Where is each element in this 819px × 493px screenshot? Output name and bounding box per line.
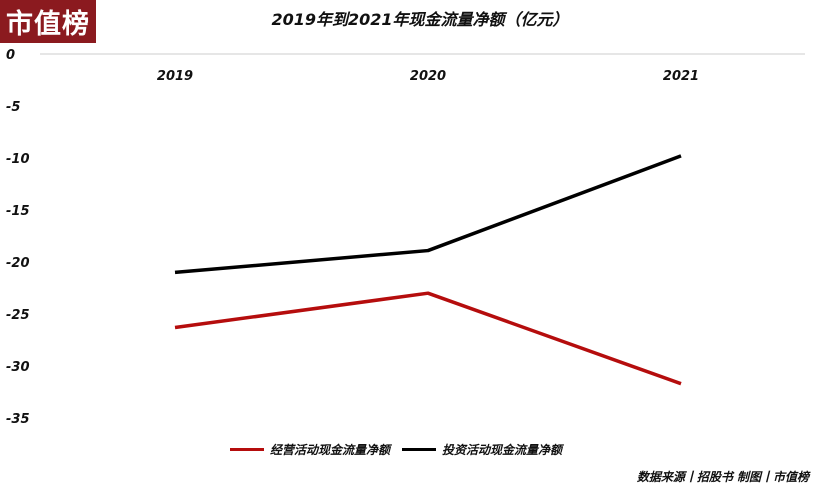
legend-label-operating: 经营活动现金流量净额 xyxy=(270,442,391,457)
legend-item-operating: 经营活动现金流量净额 xyxy=(230,441,390,458)
legend-label-investing: 投资活动现金流量净额 xyxy=(442,442,563,457)
series-line-investing xyxy=(174,154,682,275)
y-tick-label: -5 xyxy=(6,100,20,115)
y-tick-label: -15 xyxy=(6,204,30,219)
y-tick-label: 0 xyxy=(6,48,15,63)
legend-swatch-operating xyxy=(230,447,264,451)
legend-swatch-investing xyxy=(402,447,437,451)
y-tick-label: -20 xyxy=(6,256,30,271)
chart-title: 2019年到2021年现金流量净额（亿元） xyxy=(271,10,569,29)
x-tick-label: 2019 xyxy=(157,69,193,84)
source-note: 数据来源丨招股书 制图丨市值榜 xyxy=(636,470,809,484)
brand-logo: 市值榜 xyxy=(0,0,96,43)
series-line-operating xyxy=(174,291,682,386)
legend-item-investing: 投资活动现金流量净额 xyxy=(402,441,562,458)
y-tick-label: -25 xyxy=(6,308,30,323)
y-tick-label: -35 xyxy=(6,412,30,427)
x-tick-label: 2021 xyxy=(663,69,699,84)
y-tick-label: -10 xyxy=(6,152,30,167)
x-tick-label: 2020 xyxy=(410,69,446,84)
chart-legend: 经营活动现金流量净额 投资活动现金流量净额 xyxy=(230,439,562,459)
y-tick-label: -30 xyxy=(6,360,30,375)
